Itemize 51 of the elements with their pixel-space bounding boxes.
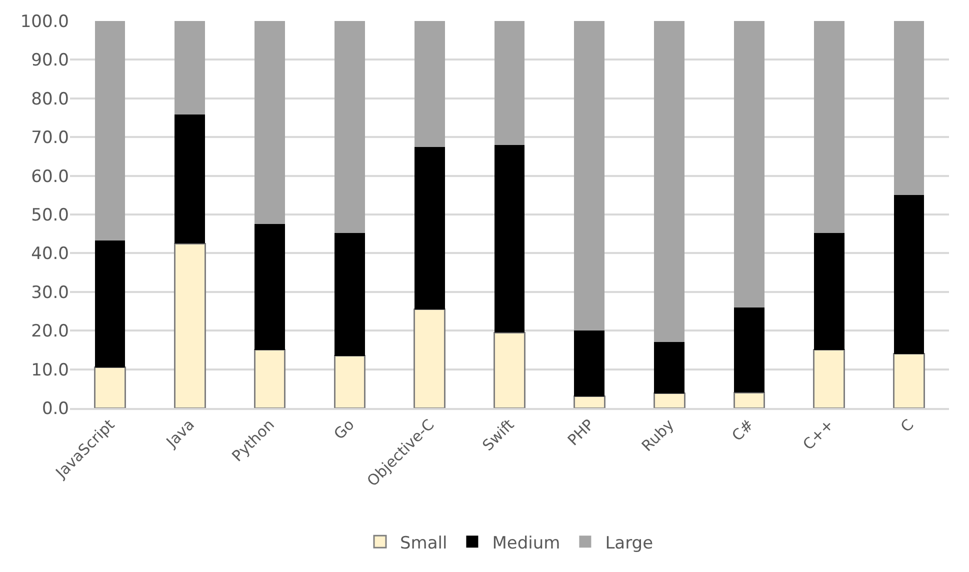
bar	[574, 330, 605, 396]
bar	[654, 21, 684, 342]
bar	[894, 21, 924, 196]
y-tick-label: 70.0	[31, 128, 69, 148]
legend-label: Large	[605, 533, 654, 554]
y-tick-label: 90.0	[31, 50, 69, 71]
bar	[494, 144, 525, 333]
bar	[254, 224, 285, 350]
y-tick-label: 0.0	[42, 398, 69, 419]
y-tick-label: 50.0	[31, 205, 69, 226]
y-tick-label: 20.0	[31, 322, 69, 342]
x-tick-label: Go	[330, 416, 358, 444]
bar	[94, 240, 126, 368]
bar	[814, 21, 844, 234]
bar	[494, 332, 526, 408]
bar	[174, 242, 206, 408]
bar	[733, 392, 766, 408]
x-tick-label: C#	[728, 416, 758, 445]
y-tick-label: 80.0	[31, 89, 69, 110]
y-tick-label: 10.0	[31, 360, 69, 380]
bar	[334, 355, 366, 408]
bar	[734, 307, 764, 393]
bar	[414, 308, 446, 408]
bar	[574, 21, 605, 331]
bar	[254, 21, 285, 224]
bar	[654, 342, 684, 394]
bar	[174, 114, 206, 244]
x-tick-label: C++	[799, 416, 838, 454]
y-tick-label: 30.0	[31, 282, 69, 303]
y-tick-label: 40.0	[31, 244, 69, 264]
y-tick-label: 60.0	[31, 166, 69, 187]
bar	[254, 349, 286, 408]
bar	[94, 366, 126, 408]
legend-label: Medium	[492, 533, 560, 554]
bar	[94, 21, 126, 240]
bar	[494, 21, 525, 145]
legend-label: Small	[400, 533, 448, 554]
bar	[894, 195, 924, 354]
bar	[414, 146, 445, 310]
bar	[734, 21, 764, 308]
bar	[334, 21, 365, 234]
bar	[814, 233, 844, 350]
y-tick-label: 100.0	[20, 12, 69, 32]
bar	[414, 21, 445, 147]
bar	[813, 349, 846, 408]
x-tick-label: C	[897, 416, 918, 436]
bar	[893, 353, 925, 408]
bar	[174, 21, 206, 115]
bar	[334, 233, 365, 356]
bar	[573, 396, 606, 408]
bar	[653, 392, 686, 408]
